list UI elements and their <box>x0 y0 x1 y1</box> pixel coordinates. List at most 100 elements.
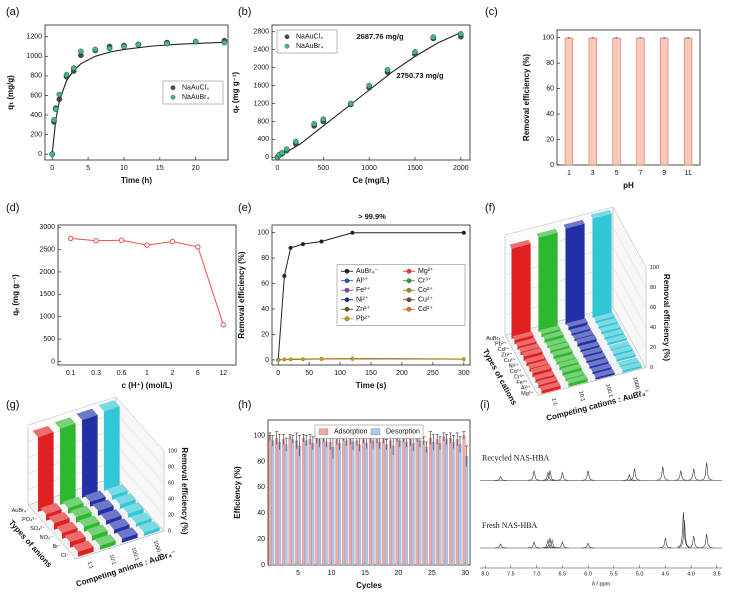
bar-top <box>563 219 585 229</box>
z-tick-label: 80 <box>650 285 656 291</box>
x-tick-label: 6.5 <box>559 571 567 577</box>
bar <box>449 437 452 566</box>
spectrum-peak <box>546 538 559 549</box>
spectrum-peak <box>494 543 507 549</box>
x-tick-label: 0.1 <box>66 370 76 377</box>
data-point <box>319 357 324 361</box>
data-point <box>350 230 355 235</box>
bar-3d <box>114 493 136 509</box>
z-tick-label: 40 <box>650 325 656 331</box>
bar <box>375 437 379 566</box>
bar-top <box>92 499 114 511</box>
error-bar <box>458 436 462 453</box>
x-tick-label: 1 <box>145 370 149 377</box>
bar-3d <box>566 374 588 387</box>
panel-label: (d) <box>6 202 19 214</box>
bar-top <box>527 359 549 369</box>
bar <box>415 436 419 566</box>
legend-marker <box>284 34 290 40</box>
error-bar <box>449 432 453 444</box>
x-tick-label: 0 <box>276 165 280 172</box>
data-point <box>220 322 226 328</box>
x-tick-label: 150 <box>365 370 377 377</box>
bar-top <box>106 484 128 496</box>
legend-label: NaAuBr₄ <box>296 43 324 50</box>
plot-frame <box>57 224 237 366</box>
y-tick-label: 40 <box>546 111 554 118</box>
error-bar <box>428 431 432 445</box>
panel-label: (i) <box>480 399 490 411</box>
data-point <box>276 358 280 362</box>
series-tick-label: 1000:1 <box>152 540 163 558</box>
x-axis-label: Cycles <box>356 581 382 590</box>
y-tick-label: 1000 <box>26 53 42 60</box>
bar-front <box>565 223 585 325</box>
bar <box>612 37 621 166</box>
x-tick-label: 5.5 <box>610 571 618 577</box>
category-label: SO₄²⁻ <box>30 526 45 532</box>
error-bar <box>615 37 619 39</box>
x-axis-label: δ / ppm <box>592 581 611 587</box>
series-axis-label: Competing cations : AuBr₄⁻ <box>545 387 650 422</box>
bar-3d <box>575 334 597 347</box>
y-tick-label: 20 <box>257 536 265 543</box>
bar-top <box>593 368 615 378</box>
data-point <box>279 150 285 156</box>
plot-frame <box>556 29 701 166</box>
error-bar <box>465 445 469 467</box>
legend-marker <box>284 43 290 49</box>
x-tick-label: 5 <box>86 165 90 172</box>
x-tick-label: 8.0 <box>481 571 489 577</box>
spectrum-peak <box>674 470 687 481</box>
bar-top <box>138 521 160 533</box>
y-tick-label: 3000 <box>39 224 55 231</box>
bar-top <box>116 527 138 539</box>
y-tick-label: 500 <box>43 336 55 343</box>
bar-top <box>551 347 573 357</box>
category-label: Mg²⁺ <box>521 390 533 397</box>
bar-top <box>98 400 120 412</box>
panel-label: (g) <box>6 399 19 411</box>
legend-label: Desorption <box>386 429 420 436</box>
bar <box>636 37 645 166</box>
bar <box>683 37 693 166</box>
bar-top <box>560 363 582 373</box>
z-tick-label: 20 <box>168 512 174 518</box>
y-tick-label: 2000 <box>253 64 269 71</box>
error-bar <box>591 37 595 39</box>
legend-label: Mg²⁺ <box>418 267 434 275</box>
bar-3d <box>108 518 130 534</box>
bar-top <box>512 331 534 341</box>
category-label: AuBr₄⁻ <box>486 336 503 342</box>
legend-label: Cd²⁺ <box>418 305 433 313</box>
bar <box>315 436 319 566</box>
bar <box>458 444 462 566</box>
error-bar <box>462 431 466 440</box>
y-tick-label: 200 <box>30 131 42 138</box>
error-bar <box>455 432 459 446</box>
y-tick-label: 2400 <box>253 47 269 54</box>
bar <box>348 437 352 566</box>
z-axis-label: Removal efficiency (%) <box>180 447 189 534</box>
x-tick-label: 1 <box>567 170 571 177</box>
y-axis-label: qₑ (mg g⁻¹) <box>11 274 20 316</box>
bar <box>338 443 342 566</box>
bar-top <box>54 417 76 429</box>
legend-label: Adsorption <box>334 429 368 436</box>
data-point <box>348 100 354 107</box>
spectrum-peak <box>543 537 557 549</box>
bar-3d <box>605 334 627 346</box>
x-tick-label: 9 <box>662 170 666 177</box>
bar <box>342 436 345 566</box>
bar-top <box>86 524 108 536</box>
error-bar <box>451 435 455 449</box>
x-tick-label: 4.5 <box>662 571 670 577</box>
bar-top <box>84 490 106 502</box>
error-bar <box>445 433 449 445</box>
data-point <box>195 244 201 250</box>
x-tick-label: 11 <box>684 170 691 177</box>
category-label: Pb²⁺ <box>495 341 507 348</box>
data-point <box>68 235 74 242</box>
error-bar <box>295 432 299 449</box>
data-point <box>282 357 286 361</box>
